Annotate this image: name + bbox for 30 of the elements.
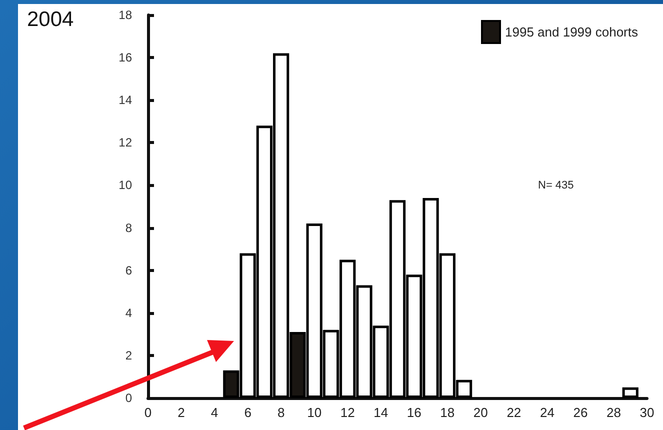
legend-label: 1995 and 1999 cohorts: [505, 24, 638, 40]
y-tick-label: 12: [118, 136, 132, 150]
chart-title: 2004: [27, 8, 74, 31]
x-tick-label: 24: [540, 405, 554, 420]
x-tick-label: 14: [374, 405, 388, 420]
x-tick-label: 4: [210, 405, 218, 420]
x-tick-label: 28: [606, 405, 621, 420]
y-tick-label: 4: [125, 306, 132, 320]
x-tick-label: 0: [144, 405, 152, 420]
y-tick-label: 10: [118, 178, 132, 192]
bar: [622, 387, 638, 398]
y-tick-label: 14: [118, 93, 132, 108]
x-tick-label: 2: [178, 405, 185, 420]
y-tick-label: 8: [125, 220, 132, 235]
x-tick-label: 22: [506, 405, 522, 420]
x-tick-label: 6: [244, 405, 252, 420]
x-tick-label: 30: [640, 405, 654, 420]
x-tick-label: 20: [473, 405, 488, 420]
x-tick-label: 16: [406, 405, 422, 420]
y-tick-label: 18: [118, 8, 132, 22]
x-tick-label: 8: [277, 405, 285, 420]
y-tick-label: 2: [125, 348, 132, 362]
x-tick-label: 10: [307, 405, 322, 420]
x-tick-label: 18: [440, 405, 455, 420]
y-tick-label: 16: [118, 50, 132, 65]
y-tick-label: 6: [125, 263, 132, 278]
x-tick-label: 26: [573, 405, 588, 420]
x-tick-label: 12: [340, 405, 355, 420]
annotation: N= 435: [538, 180, 574, 192]
y-tick-label: 0: [125, 391, 132, 405]
